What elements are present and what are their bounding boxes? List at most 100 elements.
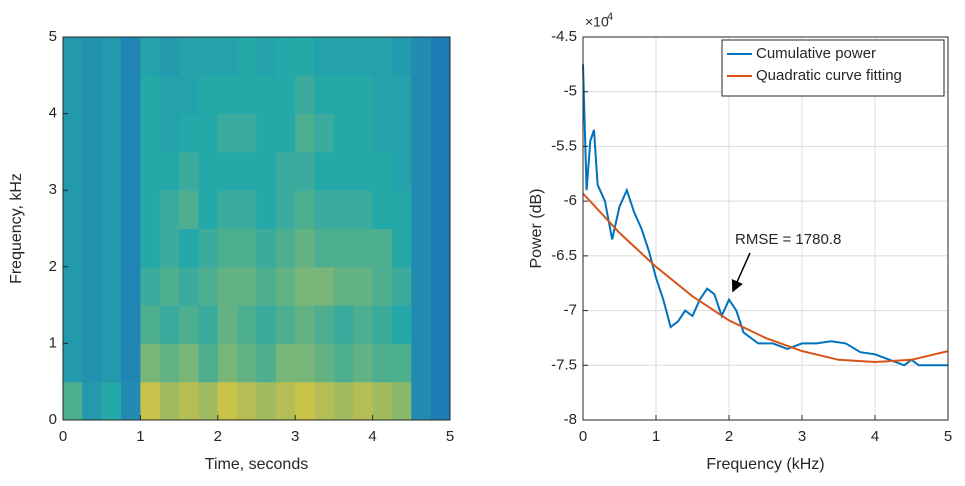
spectrogram-cell [159, 381, 180, 421]
spectrogram-cell [333, 113, 354, 153]
spectrogram-cell [198, 305, 219, 344]
spectrogram-cell [353, 190, 374, 229]
spectrogram-cell [159, 113, 180, 153]
x-axis-label: Time, seconds [205, 456, 308, 473]
x-tick-label: 5 [944, 428, 952, 445]
spectrogram-cell [314, 381, 335, 421]
spectrogram-cell [314, 75, 335, 115]
spectrogram-cell [275, 37, 296, 76]
spectrogram-cell [63, 151, 83, 191]
x-tick-label: 2 [725, 428, 733, 445]
y-tick-label: -7 [564, 302, 577, 319]
y-tick-label: 3 [49, 181, 57, 198]
spectrogram-cell [237, 381, 257, 421]
spectrogram-cell [179, 343, 199, 383]
spectrogram-cell [295, 75, 316, 115]
x-axis-label: Frequency (kHz) [706, 456, 824, 473]
spectrogram-cell [140, 190, 161, 229]
spectrogram-cell [121, 151, 141, 191]
spectrogram-cell [159, 343, 180, 383]
spectrogram-cell [217, 190, 238, 229]
spectrogram-cell [430, 37, 451, 76]
spectrogram-cell [140, 228, 161, 268]
spectrogram-cell [179, 305, 199, 344]
spectrogram-cell [411, 266, 432, 306]
spectrogram-cell [82, 381, 103, 421]
legend-label: Cumulative power [756, 45, 876, 62]
spectrogram-cell [275, 190, 296, 229]
spectrogram-cell [63, 75, 83, 115]
spectrogram-cell [217, 343, 238, 383]
spectrogram-cell [372, 381, 393, 421]
spectrogram-cell [333, 266, 354, 306]
spectrogram-cell [140, 266, 161, 306]
spectrogram-cell [101, 151, 122, 191]
spectrogram-cell [121, 228, 141, 268]
spectrogram-cell [391, 381, 412, 421]
x-tick-label: 0 [59, 428, 67, 445]
spectrogram-cell [101, 381, 122, 421]
spectrogram-cell [159, 228, 180, 268]
annotation: RMSE = 1780.8 [735, 231, 841, 248]
spectrogram-cell [353, 75, 374, 115]
spectrogram-cell [430, 266, 451, 306]
spectrogram-cell [314, 228, 335, 268]
y-tick-label: 1 [49, 334, 57, 351]
spectrogram-cell [82, 113, 103, 153]
x-tick-label: 0 [579, 428, 587, 445]
spectrogram-cell [314, 37, 335, 76]
spectrogram-cell [391, 266, 412, 306]
spectrogram-cell [275, 75, 296, 115]
spectrogram-cell [63, 190, 83, 229]
spectrogram-cell [121, 305, 141, 344]
spectrogram-cell [333, 343, 354, 383]
spectrogram-cell [314, 113, 335, 153]
spectrogram-cell [411, 343, 432, 383]
spectrogram-cell [430, 190, 451, 229]
spectrogram-cell [353, 113, 374, 153]
spectrogram-cell [82, 343, 103, 383]
spectrogram-cell [198, 75, 219, 115]
spectrogram-cell [101, 343, 122, 383]
spectrogram-cell [333, 151, 354, 191]
spectrogram-cell [63, 343, 83, 383]
x-tick-label: 4 [368, 428, 376, 445]
spectrogram-cell [198, 151, 219, 191]
spectrogram-cell [333, 75, 354, 115]
spectrogram-cell [391, 75, 412, 115]
spectrogram-cell [63, 266, 83, 306]
spectrogram-cell [217, 75, 238, 115]
spectrogram-cell [411, 190, 432, 229]
spectrogram-cell [101, 190, 122, 229]
spectrogram-cell [275, 381, 296, 421]
spectrogram-cell [411, 75, 432, 115]
spectrogram-cell [159, 305, 180, 344]
y-tick-label: -4.5 [551, 28, 577, 45]
spectrogram-cell [82, 75, 103, 115]
spectrogram-cell [198, 113, 219, 153]
x-tick-label: 1 [652, 428, 660, 445]
spectrogram-cell [275, 151, 296, 191]
spectrogram-cell [140, 305, 161, 344]
spectrogram-cell [140, 151, 161, 191]
spectrogram-cell [333, 305, 354, 344]
spectrogram-cell [353, 228, 374, 268]
spectrogram-cell [391, 343, 412, 383]
y-exponent: 4 [607, 11, 613, 23]
spectrogram-cell [121, 190, 141, 229]
spectrogram-cell [372, 343, 393, 383]
spectrogram-cell [63, 113, 83, 153]
spectrogram-cell [179, 151, 199, 191]
spectrogram-cell [314, 190, 335, 229]
spectrogram-cell [159, 37, 180, 76]
y-multiplier: ×10 [585, 14, 609, 30]
legend-box [721, 39, 945, 97]
spectrogram-cell [121, 113, 141, 153]
spectrogram-cell [295, 305, 316, 344]
spectrogram-cell [121, 75, 141, 115]
spectrogram-cell [411, 37, 432, 76]
spectrogram-cell [295, 266, 316, 306]
spectrogram-cell [333, 37, 354, 76]
spectrogram-cell [179, 228, 199, 268]
